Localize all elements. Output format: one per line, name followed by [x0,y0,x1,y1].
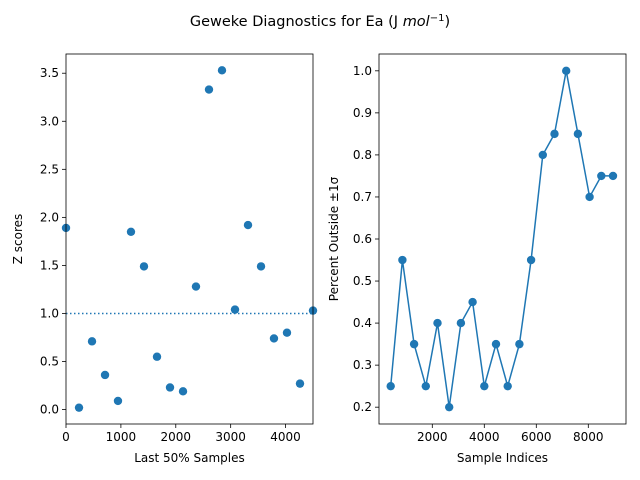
x-tick-label: 4000 [469,430,500,444]
left-scatter-panel: 0 1000 2000 3000 4000 0.0 0.5 1.0 1.5 2.0 2.5 3.0 3.… [11,53,318,465]
data-point [468,297,477,307]
data-point [480,381,489,391]
data-point [608,171,618,181]
y-axis-label: Z scores [11,214,25,265]
data-point [597,171,606,181]
data-point [503,381,512,391]
plot-frame [65,53,314,425]
data-point [87,337,97,346]
data-point [409,339,419,349]
data-point [526,255,536,265]
y-axis-label: Percent Outside ±1σ [327,176,341,301]
data-point [386,381,395,391]
data-point [562,66,571,76]
x-tick-label: 6000 [521,430,552,444]
y-tick-label: 0.9 [353,106,372,120]
x-tick-label: 1000 [106,430,137,444]
data-point [113,396,123,406]
y-tick-label: 0.7 [353,190,372,204]
y-tick-label: 0.3 [353,358,372,372]
y-tick-label: 1.5 [40,258,59,272]
data-point [398,255,407,265]
x-tick-label: 3000 [215,430,246,444]
data-point [585,192,594,202]
data-point [573,129,583,139]
plot-frame [378,53,627,425]
series-line [389,70,613,408]
data-point [204,85,214,94]
x-axis-label: Sample Indices [457,451,548,465]
data-point [269,334,279,343]
data-point [152,352,162,361]
y-tick-label: 1.0 [353,64,372,78]
data-point [178,387,188,396]
data-point [126,227,136,236]
data-point [191,282,201,291]
data-point [456,318,466,328]
x-tick-label: 2000 [417,430,448,444]
y-tick-label: 1.0 [40,306,59,320]
y-tick-label: 0.6 [353,232,372,246]
figure-suptitle: Geweke Diagnostics for Ea (J mol−1) [190,13,450,30]
data-point [139,262,149,271]
data-point [550,129,559,139]
y-tick-label: 0.4 [353,316,372,330]
data-point [217,66,227,75]
data-point [230,305,240,314]
data-point [165,383,175,392]
data-point [515,339,524,349]
y-tick-label: 3.5 [40,66,59,80]
x-tick-label: 2000 [161,430,192,444]
data-point [295,379,305,388]
data-point [491,339,501,349]
right-line-panel: 2000 4000 6000 8000 0.2 0.3 0.4 0.5 0.6 0.7 0.8 0.9… [327,53,627,465]
y-tick-label: 3.0 [40,114,59,128]
data-point [433,318,442,328]
y-tick-label: 0.5 [353,274,372,288]
y-tick-label: 2.0 [40,210,59,224]
x-tick-label: 0 [62,430,70,444]
data-point [256,262,266,271]
y-tick-label: 0.8 [353,148,372,162]
y-tick-label: 0.2 [353,400,372,414]
data-point [538,150,547,160]
data-point [243,220,253,230]
data-point [74,403,84,412]
x-axis-label: Last 50% Samples [134,451,245,465]
y-tick-label: 2.5 [40,162,59,176]
y-tick-label: 0.5 [40,355,59,369]
y-tick-label: 0.0 [40,403,59,417]
data-point [282,328,292,337]
data-point [421,381,430,391]
x-tick-label: 8000 [573,430,604,444]
x-tick-label: 4000 [270,430,301,444]
data-point [445,402,454,412]
data-point [100,370,110,380]
